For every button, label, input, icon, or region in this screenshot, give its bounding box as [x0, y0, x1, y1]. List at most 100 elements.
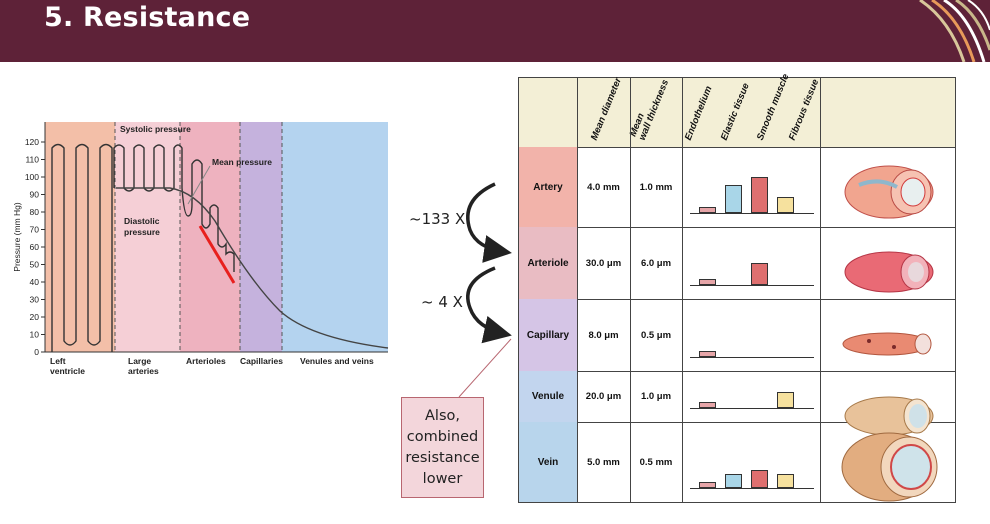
- x-axis-region-labels: Left ventricle Large arteries Arterioles Capi…: [50, 356, 374, 376]
- column-header: Smooth muscle: [754, 72, 792, 142]
- arrow-artery-to-arteriole-icon: [466, 182, 512, 263]
- region-label: Left ventricle: [50, 356, 85, 376]
- tissue-bar: [699, 278, 716, 285]
- region-label: Arterioles: [186, 356, 226, 366]
- wall-thickness: 6.0 μm: [640, 257, 672, 269]
- y-tick-label: 50: [30, 260, 40, 270]
- mean-diameter: 5.0 mm: [587, 456, 620, 468]
- region-ventricle: [45, 122, 115, 352]
- column-header: Mean diameter: [588, 76, 624, 142]
- vessel-illustration: [821, 422, 955, 502]
- table-row: Venule 20.0 μm 1.0 μm: [519, 371, 955, 436]
- y-tick-label: 100: [25, 172, 39, 182]
- region-large-arteries: [115, 122, 180, 352]
- table-header: Mean diameter Mean wall thickness Endotheli…: [519, 72, 955, 148]
- y-tick-label: 30: [30, 295, 40, 305]
- region-capillaries: [240, 122, 282, 352]
- tissue-bar: [777, 391, 794, 408]
- tissue-bar: [725, 473, 742, 488]
- region-label: Capillaries: [240, 356, 283, 366]
- tissue-bar: [699, 206, 716, 213]
- region-arterioles: [180, 122, 240, 352]
- y-tick-label: 0: [34, 347, 39, 357]
- column-header: Mean wall thickness: [627, 78, 672, 142]
- bar-baseline: [690, 213, 814, 214]
- wall-thickness: 1.0 mm: [639, 181, 673, 193]
- vessel-name: Capillary: [519, 299, 577, 371]
- vessel-name: Artery: [519, 147, 577, 227]
- wall-thickness: 0.5 μm: [640, 329, 672, 341]
- tissue-bars: [682, 147, 820, 227]
- y-tick-label: 40: [30, 277, 40, 287]
- tissue-bar: [699, 401, 716, 408]
- tissue-bars: [682, 371, 820, 422]
- vessel-illustration: [821, 371, 955, 436]
- region-label: Venules and veins: [300, 356, 374, 366]
- title-bar: 5. Resistance: [0, 0, 990, 62]
- table-row: Arteriole 30.0 μm 6.0 μm: [519, 227, 955, 300]
- factor-artery-arteriole: ~133 X: [409, 210, 466, 228]
- bar-baseline: [690, 357, 814, 358]
- table-column-divider: [820, 78, 821, 502]
- mean-diameter: 8.0 μm: [588, 329, 619, 341]
- slide-title: 5. Resistance: [44, 2, 251, 33]
- callout-pointer: [458, 338, 512, 398]
- tissue-bar: [751, 177, 768, 213]
- table-row: Capillary 8.0 μm 0.5 μm: [519, 299, 955, 372]
- y-axis-ticks: 0 10 20 30 40 50 60 70 80 90 100 110 120: [25, 137, 45, 357]
- bar-baseline: [690, 285, 814, 286]
- table-row: Artery 4.0 mm 1.0 mm: [519, 147, 955, 228]
- reduction-arrows: [466, 182, 512, 344]
- ventricle-pressure-curve: [51, 143, 113, 352]
- mean-diameter: 4.0 mm: [587, 181, 620, 193]
- y-tick-label: 90: [30, 190, 40, 200]
- y-tick-label: 20: [30, 312, 40, 322]
- vessel-name: Vein: [519, 422, 577, 502]
- table-row: Vein 5.0 mm 0.5 mm: [519, 422, 955, 502]
- y-tick-label: 120: [25, 137, 39, 147]
- table-column-divider: [682, 78, 683, 502]
- column-header: Endothelium: [682, 84, 715, 142]
- bar-baseline: [690, 408, 814, 409]
- mean-pressure-label: Mean pressure: [212, 157, 272, 167]
- tissue-bar: [777, 196, 794, 213]
- table-column-divider: [577, 78, 578, 502]
- mean-pressure-pointer: [187, 165, 211, 205]
- vessel-comparison-table: Mean diameter Mean wall thickness Endotheli…: [518, 72, 956, 503]
- vessel-name: Venule: [519, 371, 577, 422]
- y-tick-label: 10: [30, 330, 40, 340]
- wall-thickness: 1.0 μm: [640, 391, 672, 402]
- tissue-bar: [751, 470, 768, 488]
- region-label: Large arteries: [128, 356, 159, 376]
- resistance-highlight: [198, 225, 236, 284]
- tissue-bar: [751, 263, 768, 285]
- tissue-bars: [682, 227, 820, 299]
- vessel-illustration: [821, 147, 955, 227]
- systolic-label: Systolic pressure: [120, 124, 191, 134]
- arrow-arteriole-to-capillary-icon: [466, 266, 512, 344]
- y-tick-label: 60: [30, 242, 40, 252]
- y-tick-label: 110: [25, 155, 39, 165]
- tissue-bars: [682, 299, 820, 371]
- mean-diameter: 20.0 μm: [585, 391, 622, 402]
- tissue-bar: [777, 473, 794, 488]
- mean-diameter: 30.0 μm: [585, 257, 622, 269]
- vessel-illustration: [821, 227, 955, 299]
- y-axis-label: Pressure (mm Hg): [12, 202, 22, 272]
- resistance-callout: Also, combined resistance lower: [401, 397, 484, 498]
- tissue-bar: [699, 481, 716, 488]
- arteriole-pressure-curve: [181, 159, 235, 272]
- column-header: Fibrous tissue: [786, 77, 822, 142]
- y-tick-label: 70: [30, 225, 40, 235]
- vessel-name: Arteriole: [519, 227, 577, 299]
- diastolic-label: Diastolic pressure: [124, 216, 160, 237]
- factor-arteriole-capillary: ~ 4 X: [421, 293, 463, 311]
- bar-baseline: [690, 488, 814, 489]
- tissue-bars: [682, 422, 820, 502]
- mean-pressure-curve: [116, 187, 389, 349]
- blood-pressure-chart: 0 10 20 30 40 50 60 70 80 90 100 110 120 Pressure (m…: [12, 122, 389, 376]
- y-tick-label: 80: [30, 207, 40, 217]
- tissue-bar: [725, 185, 742, 213]
- vessel-illustration: [821, 299, 955, 371]
- tissue-bar: [699, 350, 716, 357]
